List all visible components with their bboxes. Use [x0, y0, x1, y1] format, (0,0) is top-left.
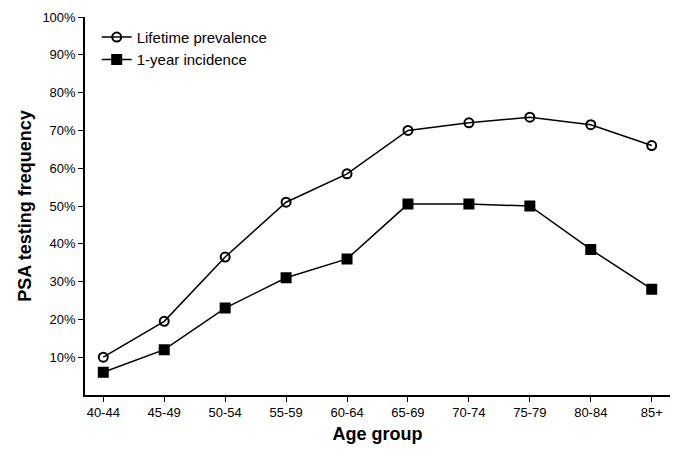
svg-text:Age group: Age group: [333, 424, 423, 444]
svg-text:50%: 50%: [50, 199, 76, 214]
svg-text:100%: 100%: [42, 10, 76, 25]
svg-text:90%: 90%: [50, 47, 76, 62]
svg-text:20%: 20%: [50, 312, 76, 327]
svg-text:70-74: 70-74: [452, 405, 485, 420]
svg-text:45-49: 45-49: [148, 405, 181, 420]
svg-text:65-69: 65-69: [391, 405, 424, 420]
svg-text:55-59: 55-59: [269, 405, 302, 420]
svg-text:70%: 70%: [50, 123, 76, 138]
svg-text:60%: 60%: [50, 161, 76, 176]
svg-text:40%: 40%: [50, 236, 76, 251]
svg-text:30%: 30%: [50, 274, 76, 289]
svg-text:75-79: 75-79: [513, 405, 546, 420]
svg-text:PSA testing frequency: PSA testing frequency: [15, 110, 35, 301]
svg-text:1-year incidence: 1-year incidence: [137, 51, 247, 68]
svg-text:40-44: 40-44: [87, 405, 120, 420]
svg-text:80-84: 80-84: [574, 405, 607, 420]
svg-text:80%: 80%: [50, 85, 76, 100]
svg-text:60-64: 60-64: [330, 405, 363, 420]
svg-text:10%: 10%: [50, 350, 76, 365]
svg-text:Lifetime prevalence: Lifetime prevalence: [137, 29, 267, 46]
svg-text:85+: 85+: [641, 405, 663, 420]
svg-text:50-54: 50-54: [209, 405, 242, 420]
